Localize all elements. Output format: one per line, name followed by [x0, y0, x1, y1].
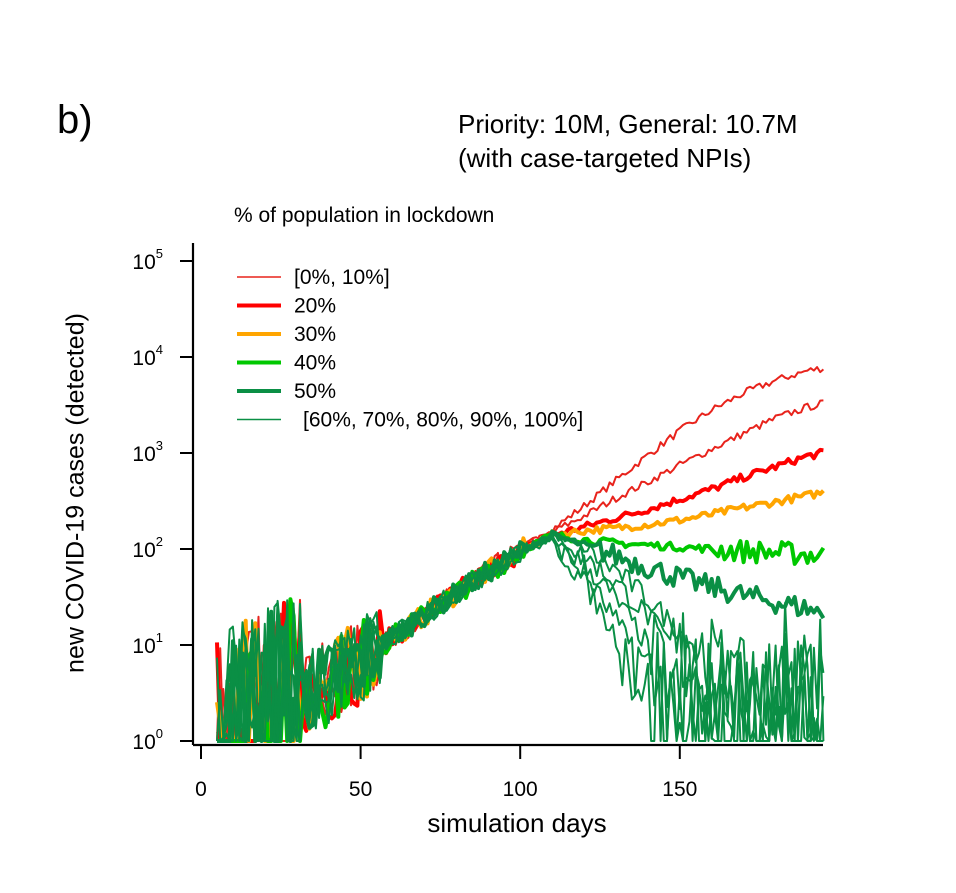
series-line-100pct [217, 537, 824, 742]
legend-entry-label: 40% [294, 352, 336, 375]
y-tick-label: 103 [132, 438, 163, 466]
legend: [0%, 10%] 20% 30% 40% 50% [60%, 70%, 80%, 90%… [237, 266, 583, 432]
x-tick-label: 150 [662, 778, 697, 801]
legend-entry-label: 30% [294, 323, 336, 346]
series-line-90pct [216, 537, 825, 742]
panel-label: b) [57, 98, 93, 142]
x-tick-label: 50 [349, 778, 372, 801]
legend-title: % of population in lockdown [234, 204, 495, 227]
y-tick-label: 105 [132, 246, 163, 274]
y-tick-label: 100 [132, 726, 163, 754]
y-tick-label: 104 [132, 342, 163, 370]
legend-entry-label: 50% [294, 380, 336, 403]
x-tick-label: 100 [503, 778, 538, 801]
axes-layer: 100 101 102 103 104 105 0 50 100 150 [132, 243, 823, 801]
x-tick-label: 0 [195, 778, 207, 801]
legend-entry-label: 20% [294, 295, 336, 318]
legend-entry-label: [0%, 10%] [294, 266, 390, 289]
chart-title: Priority: 10M, General: 10.7M [458, 109, 798, 139]
y-tick-label: 101 [132, 630, 163, 658]
y-tick-label: 102 [132, 534, 163, 562]
chart-subtitle: (with case-targeted NPIs) [458, 143, 752, 173]
legend-entry-label: [60%, 70%, 80%, 90%, 100%] [303, 409, 583, 432]
series-layer [215, 366, 826, 743]
x-axis-label: simulation days [427, 808, 607, 838]
